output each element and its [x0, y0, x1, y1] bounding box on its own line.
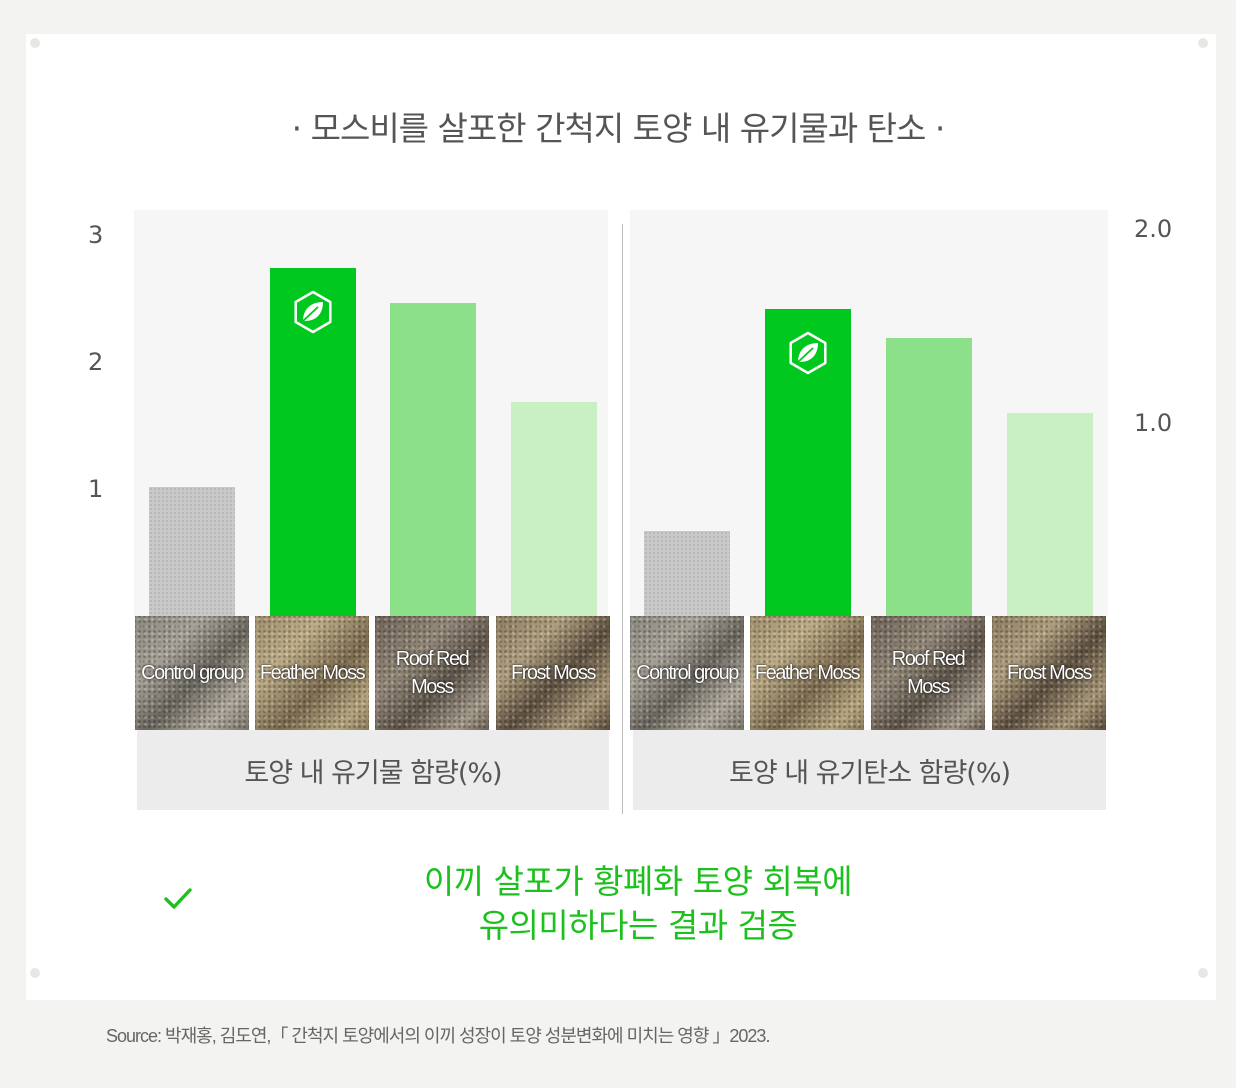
x-axis-label-organic-matter: 토양 내 유기물 함량(%)	[137, 730, 609, 810]
tile-label: Feather Moss	[259, 662, 366, 684]
tile-label: Control group	[636, 662, 739, 684]
soil-photo-tile: Roof Red Moss	[375, 616, 489, 730]
tile-label: Frost Moss	[511, 662, 596, 684]
soil-photo-tile: Control group	[630, 616, 744, 730]
y-tick-label: 1	[88, 475, 104, 504]
y-tick-label: 3	[88, 221, 104, 250]
soil-photo-tile: Frost Moss	[496, 616, 610, 730]
corner-ornament	[1198, 968, 1208, 978]
chart-divider	[622, 224, 623, 814]
soil-photo-tile: Feather Moss	[750, 616, 864, 730]
conclusion-line-2: 유의미하다는 결과 검증	[478, 906, 798, 945]
soil-photo-tile: Control group	[135, 616, 249, 730]
y-tick-label: 2.0	[1134, 215, 1173, 244]
y-tick-label: 1.0	[1134, 408, 1173, 437]
leaf-hexagon-icon	[786, 331, 830, 375]
bar-feather-moss	[765, 308, 851, 616]
corner-ornament	[30, 38, 40, 48]
source-citation: Source: 박재홍, 김도연,「 간척지 토양에서의 이끼 성장이 토양 성…	[106, 1026, 770, 1046]
y-tick-label: 2	[88, 348, 104, 377]
bar-control-group	[644, 530, 730, 616]
conclusion-text: 이끼 살포가 황폐화 토양 회복에 유의미하다는 결과 검증	[300, 860, 976, 948]
tile-label: Roof Red Moss	[395, 648, 470, 698]
bar-control-group	[149, 486, 235, 616]
tile-label: Roof Red Moss	[891, 648, 966, 698]
tile-label: Feather Moss	[754, 662, 861, 684]
corner-ornament	[30, 968, 40, 978]
bar-frost-moss	[511, 401, 597, 616]
conclusion-line-1: 이끼 살포가 황폐화 토양 회복에	[423, 862, 853, 901]
x-axis-label-organic-carbon: 토양 내 유기탄소 함량(%)	[633, 730, 1106, 810]
bar-feather-moss	[270, 268, 356, 616]
soil-photo-tile: Frost Moss	[992, 616, 1106, 730]
corner-ornament	[1198, 38, 1208, 48]
leaf-hexagon-icon	[291, 290, 335, 334]
tile-label: Frost Moss	[1007, 662, 1092, 684]
check-icon	[164, 888, 192, 909]
page-title: · 모스비를 살포한 간척지 토양 내 유기물과 탄소 ·	[291, 109, 946, 148]
tile-label: Control group	[141, 662, 244, 684]
bar-roof-red-moss	[886, 337, 972, 616]
soil-photo-tile: Feather Moss	[255, 616, 369, 730]
soil-photo-tile: Roof Red Moss	[871, 616, 985, 730]
bar-frost-moss	[1007, 413, 1093, 616]
bar-roof-red-moss	[390, 302, 476, 616]
